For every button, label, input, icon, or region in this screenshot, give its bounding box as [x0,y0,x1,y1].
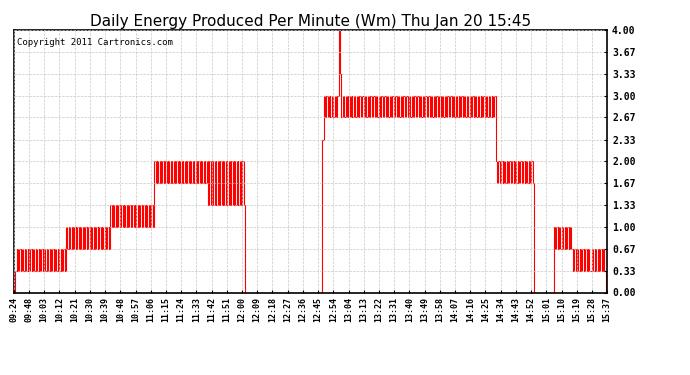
Title: Daily Energy Produced Per Minute (Wm) Thu Jan 20 15:45: Daily Energy Produced Per Minute (Wm) Th… [90,14,531,29]
Text: Copyright 2011 Cartronics.com: Copyright 2011 Cartronics.com [17,38,172,47]
